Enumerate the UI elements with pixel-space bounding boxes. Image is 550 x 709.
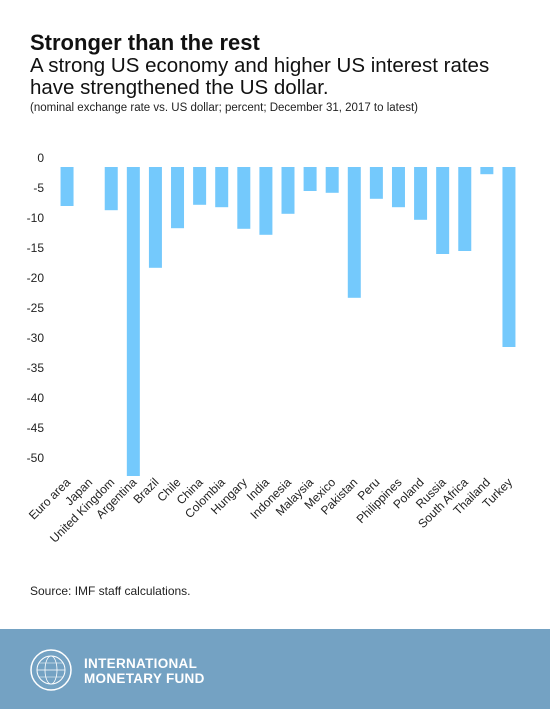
y-tick-label: -50	[27, 451, 45, 465]
y-tick-label: -10	[27, 211, 45, 225]
bar	[148, 167, 162, 268]
chart-title: Stronger than the rest	[30, 30, 260, 55]
bar	[193, 167, 207, 205]
y-axis: 0 -5 -10 -15 -20 -25 -30 -35 -40 -45 -50	[27, 151, 45, 465]
bar	[281, 167, 295, 214]
bar	[436, 167, 450, 254]
source-note: Source: IMF staff calculations.	[30, 584, 191, 598]
bar	[414, 167, 428, 220]
bar-chart: 0 -5 -10 -15 -20 -25 -30 -35 -40 -45 -50 Euro area…	[26, 151, 516, 546]
bar	[60, 167, 74, 206]
chart-subtitle: A strong US economy and higher US intere…	[30, 54, 490, 99]
y-tick-label: -45	[27, 421, 45, 435]
bar	[215, 167, 229, 208]
bar	[126, 167, 140, 476]
y-tick-label: -25	[27, 301, 45, 315]
y-tick-label: -20	[27, 271, 45, 285]
bar	[369, 167, 383, 199]
y-tick-label: -35	[27, 361, 45, 375]
bar	[104, 167, 118, 211]
y-tick-label: 0	[37, 151, 44, 165]
y-tick-label: -15	[27, 241, 45, 255]
bar	[303, 167, 317, 191]
bar	[502, 167, 516, 347]
bar-series	[60, 167, 516, 476]
org-name-line-2: MONETARY FUND	[84, 671, 205, 686]
bar	[171, 167, 185, 229]
y-tick-label: -30	[27, 331, 45, 345]
bar	[259, 167, 273, 235]
y-tick-label: -40	[27, 391, 45, 405]
bar	[325, 167, 339, 193]
bar	[237, 167, 251, 229]
y-tick-label: -5	[33, 181, 44, 195]
footer-band: INTERNATIONAL MONETARY FUND	[0, 629, 550, 709]
bar	[458, 167, 472, 251]
imf-seal-icon	[30, 649, 72, 691]
bar	[347, 167, 361, 298]
bar	[391, 167, 405, 208]
chart-note: (nominal exchange rate vs. US dollar; pe…	[30, 102, 419, 114]
org-name-line-1: INTERNATIONAL	[84, 656, 198, 671]
org-name: INTERNATIONAL MONETARY FUND	[84, 656, 205, 686]
bar	[480, 167, 494, 175]
